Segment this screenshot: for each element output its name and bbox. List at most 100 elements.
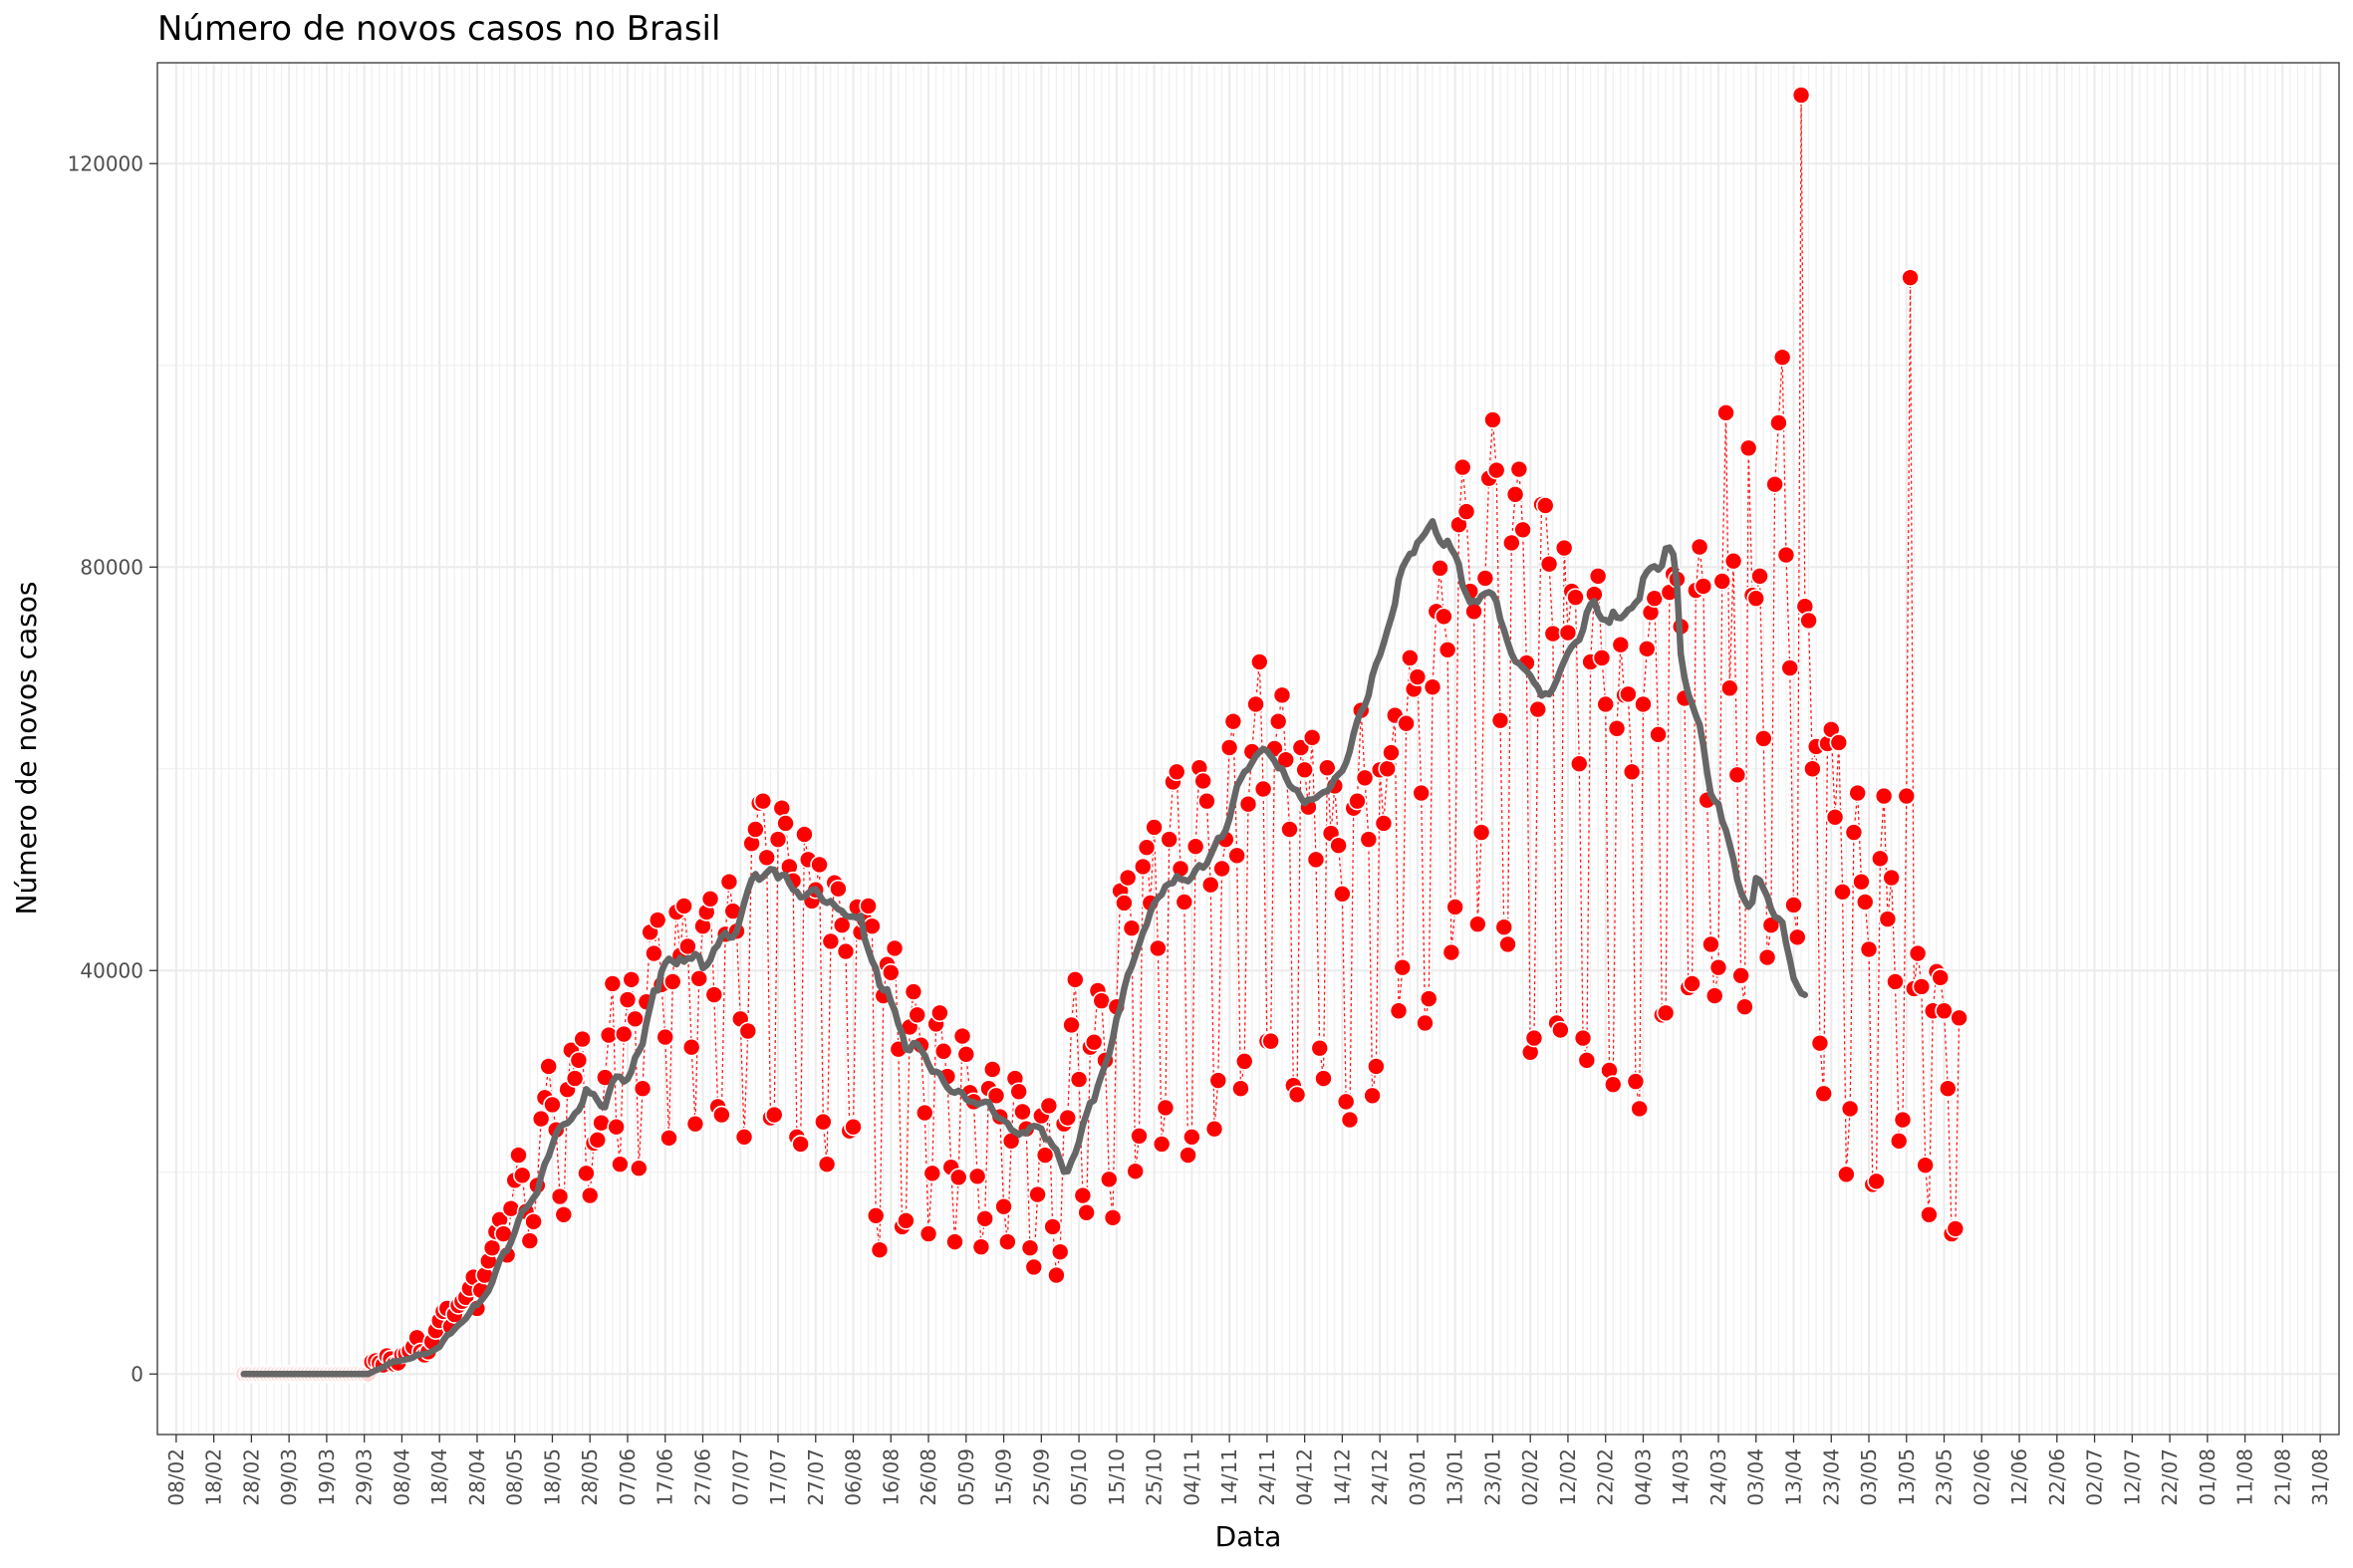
daily-connector (1762, 738, 1768, 958)
daily-point (1069, 1070, 1089, 1089)
daily-connector (1721, 412, 1727, 582)
daily-connector (1006, 1141, 1012, 1242)
chart-title: Número de novos casos no Brasil (157, 9, 720, 49)
daily-point (1073, 1185, 1093, 1205)
x-tick-label: 24/03 (1706, 1448, 1730, 1506)
daily-point (1197, 791, 1216, 811)
daily-connector (1169, 781, 1175, 840)
daily-connector (1025, 1129, 1031, 1248)
daily-connector (1010, 1078, 1016, 1142)
daily-point (700, 890, 720, 909)
daily-connector (686, 945, 692, 1048)
daily-point (1803, 759, 1822, 779)
daily-connector (1506, 542, 1512, 944)
x-tick-label: 11/08 (2233, 1448, 2257, 1506)
daily-point (1287, 1085, 1307, 1105)
daily-point (1780, 658, 1800, 677)
daily-point (1445, 898, 1464, 916)
daily-point (1765, 474, 1784, 494)
x-tick-label: 25/10 (1143, 1448, 1167, 1506)
daily-point (1486, 460, 1506, 480)
daily-point (1122, 918, 1142, 938)
daily-point (1438, 640, 1457, 659)
daily-connector (1635, 1081, 1641, 1110)
x-tick-label: 03/01 (1406, 1448, 1430, 1506)
daily-point (768, 830, 788, 849)
daily-connector (735, 930, 741, 1019)
daily-point (1348, 791, 1367, 811)
daily-connector (1657, 734, 1663, 1015)
daily-point (1859, 939, 1879, 959)
daily-point (1596, 694, 1616, 714)
daily-point (1569, 754, 1589, 773)
daily-point (1946, 1219, 1965, 1238)
daily-connector (1815, 746, 1821, 1044)
daily-point (1611, 635, 1631, 654)
daily-point (1539, 554, 1559, 574)
daily-connector (1654, 598, 1660, 735)
daily-point (1720, 678, 1739, 698)
daily-connector (931, 1023, 937, 1174)
daily-connector (1789, 667, 1795, 906)
daily-point (1115, 894, 1134, 913)
x-tick-label: 27/07 (804, 1448, 828, 1506)
daily-point (1050, 1242, 1070, 1262)
daily-point (1066, 970, 1085, 989)
daily-point (1502, 533, 1521, 553)
daily-point (1204, 1119, 1224, 1139)
daily-connector (1326, 767, 1332, 834)
daily-point (1656, 1003, 1676, 1023)
daily-point (1772, 348, 1792, 367)
daily-point (501, 1198, 521, 1218)
daily-point (1558, 623, 1578, 643)
x-axis-title: Data (1215, 1520, 1282, 1553)
daily-point (1769, 413, 1788, 432)
daily-point (1182, 1128, 1201, 1147)
daily-point (1306, 850, 1326, 870)
daily-connector (1724, 412, 1730, 688)
daily-connector (1605, 703, 1611, 1071)
daily-point (1683, 974, 1701, 993)
daily-point (1130, 1127, 1149, 1146)
daily-point (524, 1212, 543, 1231)
x-tick-label: 07/07 (728, 1448, 752, 1506)
daily-point (776, 814, 795, 833)
daily-point (1302, 728, 1322, 747)
daily-point (1219, 738, 1239, 757)
daily-point (1419, 989, 1438, 1008)
daily-point (918, 1224, 938, 1243)
daily-point (915, 1103, 934, 1123)
daily-point (1810, 1033, 1830, 1053)
rolling-mean-line (240, 518, 1809, 1378)
daily-point (1310, 1038, 1330, 1058)
daily-point (1893, 1110, 1913, 1130)
daily-connector (1368, 839, 1374, 1096)
daily-point (1878, 910, 1898, 928)
daily-point (1791, 86, 1811, 105)
daily-point (607, 1117, 626, 1137)
daily-point (814, 1112, 833, 1132)
daily-point (662, 972, 682, 991)
daily-connector (1277, 694, 1283, 722)
daily-point (922, 1164, 942, 1183)
daily-point (509, 1146, 528, 1165)
x-tick-label: 17/06 (654, 1448, 677, 1506)
daily-point (1871, 849, 1890, 869)
daily-point (870, 1240, 890, 1260)
daily-connector (766, 857, 772, 1119)
x-tick-label: 19/03 (315, 1448, 339, 1506)
daily-connector (619, 1034, 625, 1165)
daily-point (897, 1211, 915, 1230)
daily-point (1200, 875, 1220, 895)
daily-point (1058, 1108, 1078, 1128)
daily-point (1761, 915, 1781, 934)
daily-point (580, 1185, 600, 1205)
daily-point (1889, 1132, 1909, 1151)
daily-point (1099, 1170, 1119, 1189)
x-tick-label: 21/08 (2270, 1448, 2294, 1506)
daily-connector (1239, 1061, 1245, 1089)
daily-point (1637, 639, 1657, 658)
x-tick-label: 12/07 (2120, 1448, 2144, 1506)
x-tick-label: 12/06 (2007, 1448, 2031, 1506)
